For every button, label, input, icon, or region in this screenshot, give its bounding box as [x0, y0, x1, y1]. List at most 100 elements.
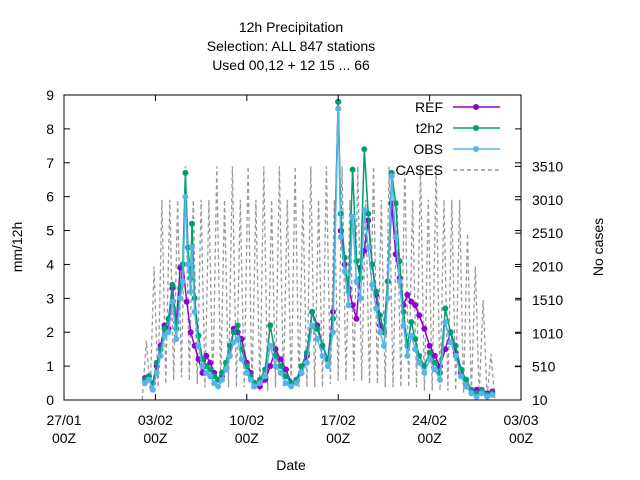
data-point-obs: [412, 346, 419, 353]
data-point-obs: [142, 380, 148, 387]
data-point-t2h2: [373, 288, 380, 295]
data-point-obs: [247, 376, 254, 383]
data-point-obs: [165, 329, 172, 336]
y-tick-label: 2: [46, 324, 54, 340]
data-point-obs: [262, 373, 269, 380]
data-point-obs: [468, 390, 475, 397]
data-point-obs: [478, 390, 485, 397]
series-line-obs: [144, 108, 493, 398]
legend-label-t2h2: t2h2: [416, 120, 443, 136]
data-point-obs: [353, 278, 360, 285]
data-point-t2h2: [230, 329, 237, 336]
data-point-t2h2: [189, 220, 195, 227]
data-point-obs: [215, 383, 222, 390]
data-point-ref: [187, 329, 194, 336]
data-point-ref: [207, 359, 214, 366]
y2-axis-label: No cases: [590, 218, 606, 276]
chart-title: 12h Precipitation Selection: ALL 847 stat…: [207, 19, 375, 73]
data-point-t2h2: [426, 349, 433, 356]
data-point-obs: [298, 369, 305, 376]
y-tick-label: 9: [46, 87, 54, 103]
y-axis-label: mm/12h: [9, 222, 25, 273]
y2-tick-label: 1010: [532, 325, 563, 341]
data-point-obs: [230, 339, 237, 346]
data-point-t2h2: [319, 342, 326, 349]
data-point-obs: [392, 234, 399, 241]
data-point-t2h2: [361, 146, 368, 153]
x-tick-label: 00Z: [418, 430, 443, 446]
x-tick-label: 24/02: [412, 412, 447, 428]
y-axis: 0 1 2 3 4 5 6 7 8 9: [46, 87, 521, 408]
x-tick-label: 10/02: [229, 412, 264, 428]
y-tick-label: 3: [46, 290, 54, 306]
data-point-ref: [283, 366, 289, 373]
data-point-ref: [416, 312, 423, 319]
data-point-obs: [179, 278, 186, 285]
data-point-obs: [293, 380, 300, 387]
data-point-t2h2: [298, 363, 305, 370]
data-point-obs: [324, 363, 331, 370]
data-point-obs: [277, 369, 284, 376]
data-point-t2h2: [408, 319, 415, 326]
data-point-obs: [199, 363, 206, 370]
data-point-t2h2: [335, 98, 342, 105]
data-point-ref: [431, 352, 438, 359]
data-point-obs: [380, 342, 387, 349]
data-point-ref: [426, 342, 433, 349]
legend-marker-ref: [473, 104, 479, 110]
data-point-obs: [421, 369, 428, 376]
data-point-obs: [267, 342, 274, 349]
data-point-obs: [388, 173, 395, 180]
legend-marker-obs: [473, 146, 479, 152]
x-tick-label: 03/03: [503, 412, 538, 428]
data-point-ref: [267, 363, 274, 370]
data-point-obs: [238, 356, 245, 363]
legend-label-obs: OBS: [413, 141, 443, 157]
data-point-obs: [187, 288, 194, 295]
data-point-obs: [314, 336, 321, 342]
data-point-obs: [442, 319, 449, 326]
data-point-obs: [272, 363, 279, 370]
data-point-obs: [161, 332, 168, 339]
data-point-obs: [234, 336, 241, 342]
data-point-t2h2: [314, 325, 321, 332]
data-point-obs: [384, 295, 391, 302]
x-tick-label: 27/01: [46, 412, 81, 428]
data-point-obs: [489, 391, 496, 398]
data-point-t2h2: [283, 373, 289, 380]
data-point-obs: [330, 329, 336, 336]
data-point-obs: [349, 214, 356, 220]
y-tick-label: 5: [46, 223, 54, 239]
x-tick-label: 00Z: [52, 430, 77, 446]
data-point-obs: [361, 207, 368, 214]
legend-label-ref: REF: [415, 99, 443, 115]
x-tick-label: 17/02: [321, 412, 356, 428]
data-point-obs: [309, 322, 316, 329]
series-layer: [142, 98, 496, 400]
data-point-obs: [431, 366, 438, 373]
legend: REF t2h2 OBS CASES: [396, 99, 500, 178]
data-point-t2h2: [431, 359, 438, 366]
data-point-obs: [345, 302, 352, 309]
data-point-t2h2: [226, 342, 233, 349]
data-point-t2h2: [365, 210, 372, 217]
data-point-t2h2: [173, 325, 180, 332]
data-point-obs: [408, 332, 415, 339]
data-point-obs: [283, 380, 289, 387]
data-point-t2h2: [452, 342, 459, 349]
data-point-t2h2: [161, 325, 168, 332]
y-tick-label: 1: [46, 358, 54, 374]
data-point-obs: [400, 322, 407, 329]
data-point-ref: [203, 352, 210, 359]
chart-title-line: 12h Precipitation: [239, 19, 343, 35]
data-point-obs: [319, 352, 326, 359]
data-point-obs: [256, 380, 263, 387]
y2-tick-label: 2510: [532, 225, 563, 241]
chart-title-line: Used 00,12 + 12 15 ... 66: [212, 57, 370, 73]
data-point-obs: [251, 383, 258, 390]
y-tick-label: 7: [46, 155, 54, 171]
data-point-obs: [207, 373, 214, 380]
plot-frame: [63, 94, 522, 401]
y2-tick-label: 3510: [532, 158, 563, 174]
x-axis: 27/01 00Z 03/02 00Z 10/02 00Z 17/02 00Z 24/02 00Z…: [46, 95, 539, 446]
